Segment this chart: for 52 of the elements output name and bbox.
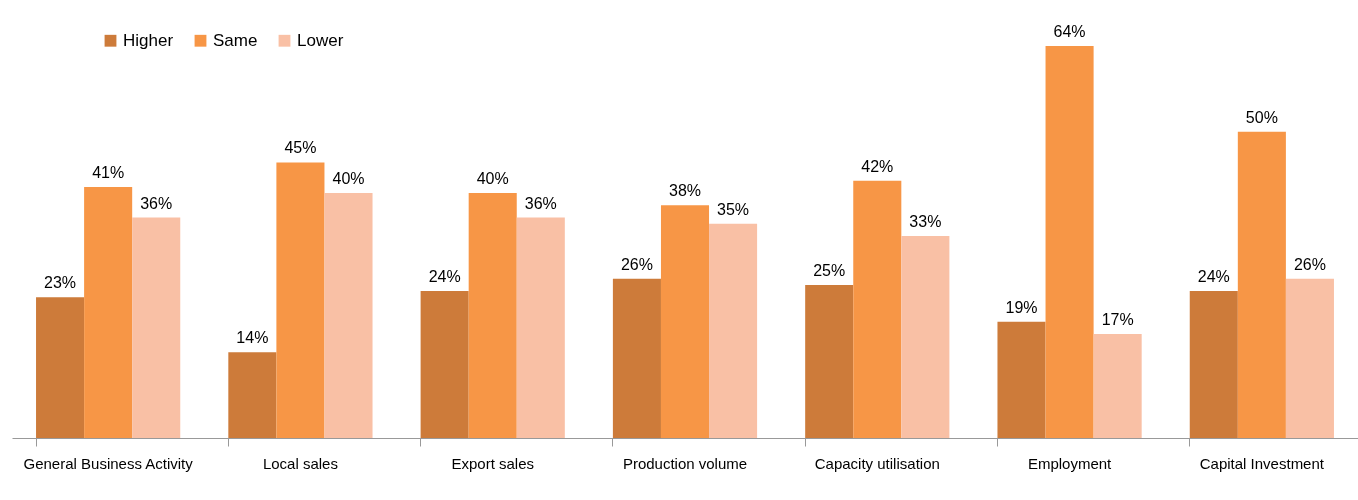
bar (612, 278, 661, 438)
bar (324, 193, 373, 438)
data-label: 36% (140, 194, 173, 212)
legend-label: Lower (297, 30, 344, 50)
data-label: 26% (620, 255, 653, 273)
data-label: 50% (1245, 108, 1278, 126)
bar (228, 352, 277, 438)
data-label: 24% (428, 268, 461, 285)
data-label: 64% (1053, 23, 1086, 40)
bar (1045, 46, 1094, 438)
bar (468, 193, 517, 438)
bar (997, 321, 1046, 438)
data-label: 38% (668, 182, 702, 200)
data-label: 19% (1005, 298, 1038, 316)
bar (805, 284, 854, 438)
legend-label: Higher (123, 30, 174, 50)
data-label: 40% (476, 170, 509, 187)
bar (1237, 131, 1286, 438)
bar (516, 217, 565, 438)
x-tick-label: Capital Investment (1199, 454, 1325, 472)
data-label: 36% (524, 194, 557, 212)
data-label: 42% (861, 157, 894, 175)
data-label: 14% (236, 329, 269, 347)
data-label: 26% (1293, 255, 1326, 273)
bar (1093, 333, 1142, 438)
x-tick-label: Local sales (262, 454, 338, 472)
x-tick-label: Capacity utilisation (814, 454, 940, 472)
bar (420, 291, 469, 438)
data-label: 45% (284, 139, 317, 157)
data-label: 41% (92, 163, 125, 181)
data-label: 40% (332, 170, 365, 187)
x-tick-label: General Business Activity (23, 454, 194, 472)
bar (901, 235, 950, 438)
bar (1285, 278, 1334, 438)
bar (276, 162, 325, 438)
bar (1189, 291, 1238, 438)
bar (36, 297, 85, 438)
bar (132, 217, 181, 438)
data-label: 23% (44, 274, 77, 292)
x-tick-label: Production volume (622, 454, 748, 472)
x-tick-label: Employment (1027, 454, 1113, 472)
data-label: 25% (813, 261, 846, 279)
data-label: 35% (717, 200, 750, 218)
bar (853, 180, 902, 438)
bar (709, 223, 758, 438)
data-label: 17% (1101, 310, 1134, 328)
legend-label: Same (213, 30, 258, 50)
x-tick-label: Export sales (451, 454, 534, 472)
data-label: 33% (909, 212, 942, 230)
bar (660, 205, 710, 438)
data-label: 24% (1197, 268, 1230, 285)
bar (84, 186, 133, 438)
